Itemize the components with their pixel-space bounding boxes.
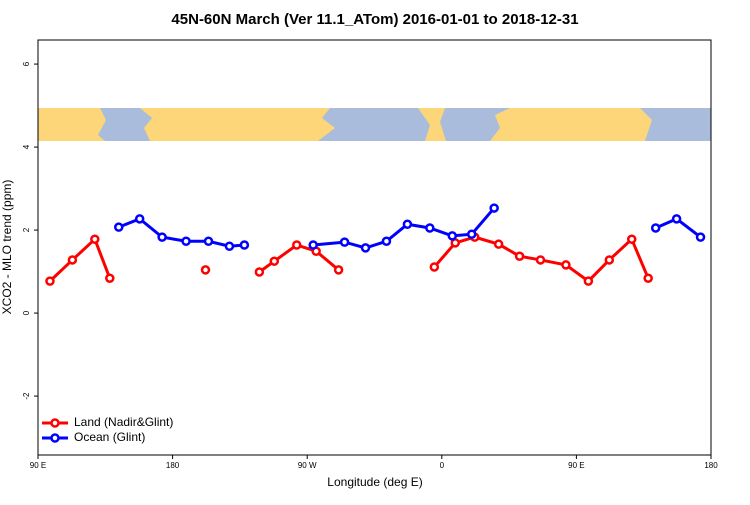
point <box>626 234 637 244</box>
point <box>105 273 115 283</box>
point <box>181 236 191 247</box>
y-tick-label: -2 <box>22 392 31 400</box>
point <box>489 203 499 213</box>
legend-marker <box>50 433 60 443</box>
x-tick-label: 90 W <box>298 461 317 470</box>
point <box>561 260 571 270</box>
point <box>203 236 214 247</box>
chart-title: 45N-60N March (Ver 11.1_ATom) 2016-01-01… <box>171 11 578 28</box>
x-axis-label: Longitude (deg E) <box>327 475 422 489</box>
point <box>493 239 504 249</box>
y-tick-label: 2 <box>22 227 31 232</box>
point <box>134 214 145 224</box>
x-tick-label: 90 E <box>30 461 46 470</box>
point <box>535 255 546 265</box>
point <box>308 240 318 250</box>
point <box>429 262 440 272</box>
y-tick-label: 0 <box>22 310 31 315</box>
point <box>425 223 435 233</box>
point <box>291 240 302 250</box>
point <box>381 236 392 247</box>
point <box>604 255 615 265</box>
point <box>333 265 344 275</box>
plot-frame <box>37 39 712 456</box>
x-tick-label: 90 E <box>568 461 584 470</box>
point <box>339 237 350 247</box>
point <box>239 240 250 250</box>
point <box>224 241 235 252</box>
point <box>114 222 124 232</box>
y-tick-label: 4 <box>22 144 31 149</box>
legend-label: Land (Nadir&Glint) <box>74 415 173 429</box>
point <box>447 231 458 241</box>
x-tick-label: 180 <box>166 461 180 470</box>
x-tick-label: 0 <box>440 461 445 470</box>
point <box>671 214 682 224</box>
point <box>269 256 280 266</box>
point <box>360 243 371 253</box>
map-band <box>38 108 711 141</box>
point <box>67 255 78 265</box>
legend-label: Ocean (Glint) <box>74 430 145 444</box>
x-tick-label: 180 <box>704 461 718 470</box>
point <box>200 265 211 275</box>
point <box>402 219 413 230</box>
point <box>583 276 594 286</box>
point <box>650 223 661 233</box>
point <box>466 229 477 239</box>
point <box>695 232 706 242</box>
y-tick-label: 6 <box>22 61 31 66</box>
point <box>45 276 55 286</box>
point <box>157 232 167 242</box>
point <box>643 273 653 283</box>
y-axis-label: XCO2 - MLO trend (ppm) <box>0 180 14 315</box>
legend-marker <box>50 418 60 428</box>
point <box>90 234 100 244</box>
point <box>514 251 525 261</box>
point <box>254 267 265 277</box>
